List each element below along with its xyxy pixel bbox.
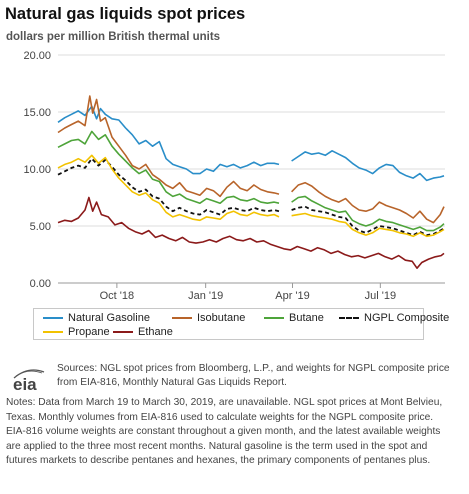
legend-swatch bbox=[339, 317, 359, 319]
y-tick-label: 15.00 bbox=[23, 107, 51, 119]
legend-label: Propane bbox=[68, 326, 110, 338]
y-tick-label: 0.00 bbox=[30, 278, 51, 290]
series-line-natural-gasoline bbox=[57, 105, 445, 182]
eia-logo-icon: eia bbox=[13, 369, 45, 394]
notes-text: Notes: Data from March 19 to March 30, 2… bbox=[6, 397, 443, 466]
legend-swatch bbox=[43, 317, 63, 319]
legend-swatch bbox=[264, 317, 284, 319]
legend-label: Butane bbox=[289, 312, 324, 324]
series-line-butane bbox=[57, 130, 445, 232]
legend-swatch bbox=[43, 331, 63, 333]
line-chart: 0.00 5.00 10.00 15.00 20.00 Oct '18 Jan '19 Apr… bbox=[23, 50, 445, 302]
legend-item: NGPL Composite bbox=[339, 312, 449, 324]
x-tick-label: Jul '19 bbox=[365, 290, 396, 302]
legend-item: Butane bbox=[264, 312, 324, 324]
legend-label: Isobutane bbox=[197, 312, 246, 324]
x-tick-label: Apr '19 bbox=[275, 290, 310, 302]
y-tick-label: 5.00 bbox=[30, 221, 51, 233]
series-line-propane bbox=[57, 154, 445, 238]
series-line-ethane bbox=[57, 196, 445, 269]
chart-legend: Natural Gasoline Isobutane Butane NGPL Comp… bbox=[33, 308, 449, 340]
legend-swatch bbox=[113, 331, 133, 333]
x-tick-label: Jan '19 bbox=[188, 290, 223, 302]
legend-label: Natural Gasoline bbox=[68, 312, 150, 324]
legend-item: Propane bbox=[43, 326, 110, 338]
series-line-ngpl-composite bbox=[57, 157, 445, 236]
legend-label: Ethane bbox=[138, 326, 173, 338]
legend-item: Ethane bbox=[113, 326, 173, 338]
y-tick-label: 20.00 bbox=[23, 50, 51, 62]
x-tick-label: Oct '18 bbox=[100, 290, 135, 302]
eia-logo-text: eia bbox=[13, 375, 37, 394]
legend-label: NGPL Composite bbox=[364, 312, 450, 324]
legend-item: Natural Gasoline bbox=[43, 312, 150, 324]
y-tick-label: 10.00 bbox=[23, 164, 51, 176]
chart-subtitle: dollars per million British thermal unit… bbox=[6, 31, 221, 43]
series-line-isobutane bbox=[57, 95, 445, 224]
sources-note: Sources: NGL spot prices from Bloomberg,… bbox=[57, 363, 450, 388]
legend-swatch bbox=[172, 317, 192, 319]
chart-title: Natural gas liquids spot prices bbox=[5, 5, 246, 23]
legend-item: Isobutane bbox=[172, 312, 245, 324]
